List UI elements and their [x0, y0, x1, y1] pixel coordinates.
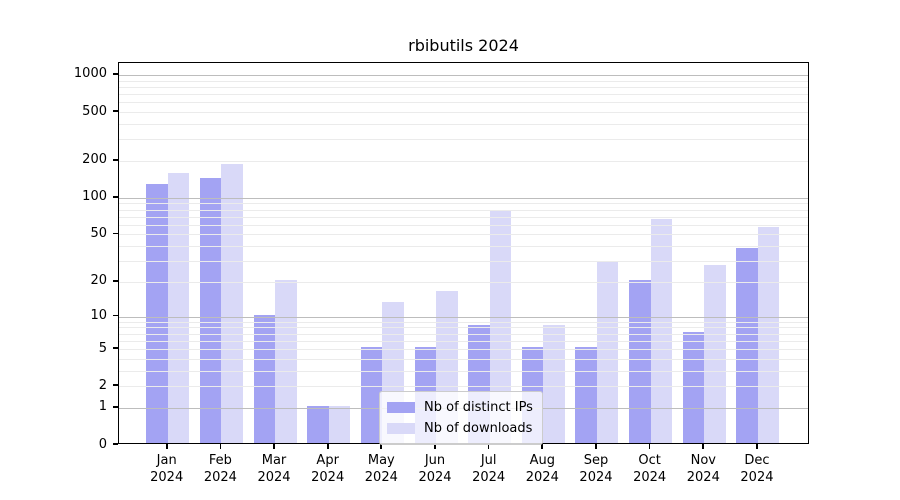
chart-title: rbibutils 2024 — [408, 36, 519, 55]
x-tick-label: Feb 2024 — [180, 452, 260, 486]
y-tick-mark — [113, 73, 118, 75]
x-tick-label-line: Jun — [424, 453, 446, 468]
y-tick-label: 0 — [98, 436, 107, 452]
x-tick-label-line: 2024 — [740, 470, 774, 485]
bar-downloads — [596, 260, 619, 443]
y-tick-mark — [113, 443, 118, 445]
bar-downloads — [328, 405, 351, 443]
x-tick-label-line: May — [367, 453, 395, 468]
legend-label-distinct-ips: Nb of distinct IPs — [424, 400, 533, 415]
x-tick-label-line: 2024 — [579, 470, 613, 485]
y-tick-label: 10 — [90, 308, 107, 324]
x-tick-label-line: 2024 — [525, 470, 559, 485]
x-tick-label-line: 2024 — [257, 470, 291, 485]
x-tick-label-line: Mar — [261, 453, 287, 468]
x-tick-label: Jul 2024 — [449, 452, 529, 486]
bar-downloads — [167, 172, 190, 443]
x-tick-label-line: Sep — [583, 453, 609, 468]
x-tick-label: Mar 2024 — [234, 452, 314, 486]
x-tick-label: Nov 2024 — [663, 452, 743, 486]
y-tick-label: 50 — [90, 225, 107, 241]
x-tick-label: Aug 2024 — [502, 452, 582, 486]
legend-swatch-distinct-ips — [387, 402, 415, 413]
y-tick-mark — [113, 159, 118, 161]
x-tick-mark — [219, 444, 222, 449]
x-tick-label-line: 2024 — [203, 470, 237, 485]
y-tick-mark — [113, 280, 118, 282]
x-tick-mark — [756, 444, 758, 449]
bar-downloads — [221, 163, 243, 443]
bar-downloads — [704, 264, 726, 443]
plot-area: Nb of distinct IPs Nb of downloads — [118, 62, 809, 445]
x-tick-label-line: 2024 — [418, 470, 452, 485]
y-tick-label: 2 — [98, 377, 107, 393]
y-tick-label: 20 — [90, 273, 107, 289]
y-tick-mark — [113, 406, 118, 408]
y-tick-mark — [113, 232, 118, 235]
bar-distinct-ips — [629, 279, 651, 443]
y-tick-label: 500 — [82, 103, 107, 119]
x-tick-mark — [273, 444, 275, 449]
bar-distinct-ips — [682, 331, 705, 443]
bar-downloads — [489, 210, 512, 443]
bar-distinct-ips — [146, 183, 168, 443]
x-tick-label-line: Jul — [480, 453, 497, 468]
x-tick-mark — [702, 444, 705, 449]
x-tick-label-line: 2024 — [150, 470, 184, 485]
bar-distinct-ips — [253, 314, 276, 443]
bar-distinct-ips — [199, 177, 222, 443]
x-tick-label-line: Apr — [316, 453, 339, 468]
x-tick-label: Sep 2024 — [556, 452, 636, 486]
y-tick-label: 5 — [98, 340, 107, 356]
bar-distinct-ips — [307, 405, 329, 443]
x-tick-label-line: Feb — [208, 453, 232, 468]
x-tick-mark — [434, 444, 436, 449]
x-tick-mark — [326, 444, 329, 449]
x-tick-label: Jan 2024 — [127, 452, 207, 486]
y-tick-mark — [113, 384, 118, 386]
x-tick-label-line: Oct — [638, 453, 661, 468]
x-tick-mark — [541, 444, 544, 449]
y-tick-label: 1000 — [73, 66, 107, 82]
y-tick-mark — [113, 347, 118, 349]
x-tick-label-line: Dec — [744, 453, 770, 468]
bar-distinct-ips — [736, 248, 758, 443]
bar-downloads — [757, 227, 780, 443]
x-tick-label-line: 2024 — [311, 470, 345, 485]
x-tick-label-line: 2024 — [686, 470, 720, 485]
x-tick-label-line: Jan — [156, 453, 177, 468]
x-tick-label-line: 2024 — [364, 470, 398, 485]
y-tick-mark — [113, 314, 118, 317]
x-tick-label-line: Nov — [690, 453, 716, 468]
x-tick-mark — [380, 444, 383, 449]
bar-distinct-ips — [575, 347, 597, 443]
legend-label-downloads: Nb of downloads — [424, 421, 533, 436]
legend-item-distinct-ips: Nb of distinct IPs — [387, 397, 533, 418]
legend-swatch-downloads — [387, 423, 415, 434]
bar-downloads — [650, 218, 673, 443]
x-tick-label: Oct 2024 — [610, 452, 690, 486]
legend-item-downloads: Nb of downloads — [387, 418, 533, 439]
bar-downloads — [275, 279, 297, 443]
x-tick-mark — [648, 444, 651, 449]
x-tick-label-line: Aug — [529, 453, 555, 468]
x-tick-label: Jun 2024 — [395, 452, 475, 486]
y-tick-mark — [113, 195, 118, 198]
y-tick-label: 1 — [98, 399, 107, 415]
legend: Nb of distinct IPs Nb of downloads — [379, 391, 543, 445]
bar-downloads — [543, 325, 565, 443]
x-tick-label: Apr 2024 — [288, 452, 368, 486]
x-tick-label: Dec 2024 — [717, 452, 797, 486]
x-tick-label: May 2024 — [341, 452, 421, 486]
y-tick-label: 200 — [82, 152, 107, 168]
x-tick-mark — [595, 444, 597, 449]
bars-layer — [119, 63, 808, 443]
y-tick-mark — [113, 110, 118, 112]
x-tick-label-line: 2024 — [472, 470, 506, 485]
x-tick-mark — [487, 444, 490, 449]
x-tick-mark — [165, 444, 168, 449]
x-tick-label-line: 2024 — [633, 470, 667, 485]
y-tick-label: 100 — [82, 189, 107, 205]
